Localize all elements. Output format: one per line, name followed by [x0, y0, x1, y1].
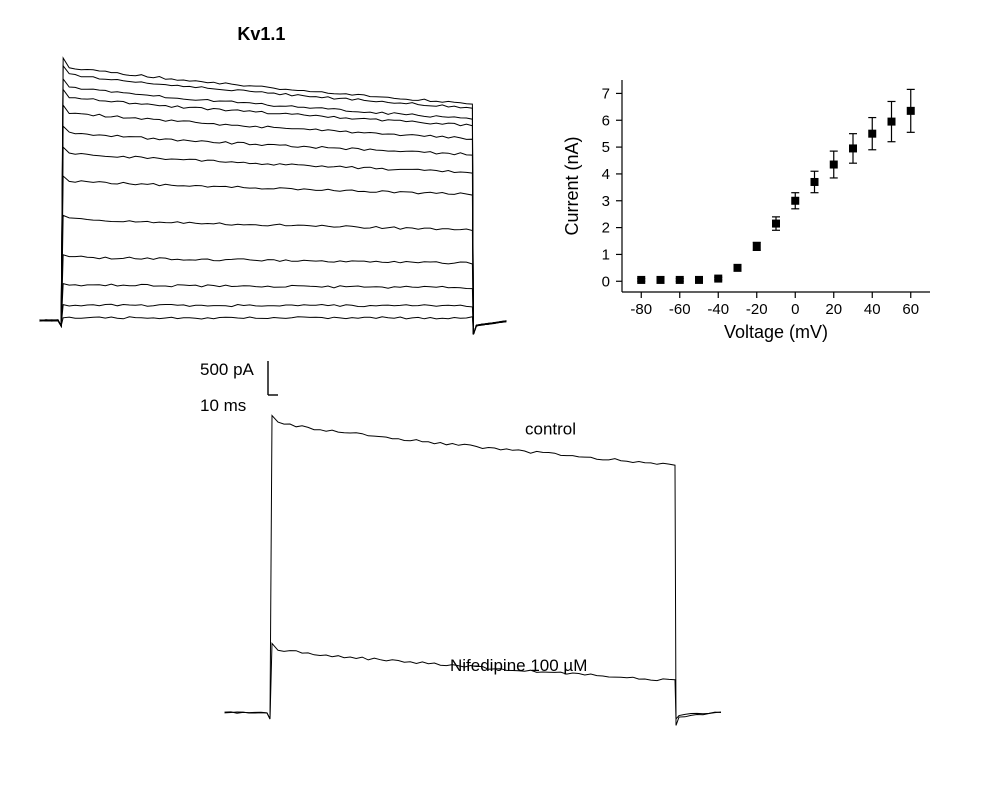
data-point [657, 276, 665, 284]
label-drug: Nifedipine 100 µM [450, 656, 587, 675]
x-tick-label: -80 [630, 301, 652, 318]
data-point [637, 276, 645, 284]
x-tick-label: 0 [791, 301, 799, 318]
x-tick-label: -40 [707, 301, 729, 318]
x-tick-label: -60 [669, 301, 691, 318]
trace-row [40, 89, 506, 334]
panel-c-traces: control Nifedipine 100 µM [225, 416, 721, 726]
trace-row [40, 255, 506, 335]
figure-svg: Kv1.1 -80 -60 -40 -20 0 20 40 60 0 1 2 3 4 5 6 7 Voltage … [0, 0, 995, 794]
data-point [753, 242, 761, 250]
trace-row [40, 126, 506, 334]
data-point [907, 107, 915, 115]
iv-plot: -80 -60 -40 -20 0 20 40 60 0 1 2 3 4 5 6 7 Voltage (mV) C… [562, 80, 930, 342]
data-point [830, 161, 838, 169]
x-tick-label: 40 [864, 301, 881, 318]
data-point [772, 220, 780, 228]
trace-row [40, 215, 506, 334]
data-point [868, 130, 876, 138]
scalebar-label-bottom: 10 ms [200, 396, 246, 415]
scalebar-label-top: 500 pA [200, 360, 255, 379]
data-point [714, 275, 722, 283]
trace-row [40, 58, 506, 334]
y-tick-label: 7 [602, 85, 610, 102]
y-tick-label: 1 [602, 246, 610, 263]
x-axis-label: Voltage (mV) [724, 322, 828, 342]
y-tick-label: 3 [602, 193, 610, 210]
data-point [695, 276, 703, 284]
data-point [734, 264, 742, 272]
data-point [849, 144, 857, 152]
panel-a-traces: Kv1.1 [40, 24, 506, 334]
trace-drug [225, 643, 721, 719]
panel-a-title: Kv1.1 [237, 24, 285, 44]
data-point [676, 276, 684, 284]
trace-row [40, 284, 506, 335]
figure-root: Kv1.1 -80 -60 -40 -20 0 20 40 60 0 1 2 3 4 5 6 7 Voltage … [0, 0, 995, 794]
data-point [811, 178, 819, 186]
y-tick-label: 0 [602, 273, 610, 290]
data-point [888, 118, 896, 126]
y-tick-label: 2 [602, 220, 610, 237]
trace-row [40, 317, 506, 335]
scale-bar: 500 pA 10 ms [200, 360, 278, 415]
x-tick-label: -20 [746, 301, 768, 318]
data-point [791, 197, 799, 205]
y-axis-label: Current (nA) [562, 136, 582, 235]
trace-row [40, 176, 506, 334]
label-control: control [525, 420, 576, 439]
y-tick-label: 5 [602, 139, 610, 156]
y-tick-label: 6 [602, 112, 610, 129]
y-tick-label: 4 [602, 166, 610, 183]
trace-row [40, 105, 506, 334]
x-tick-label: 20 [825, 301, 842, 318]
x-tick-label: 60 [902, 301, 919, 318]
